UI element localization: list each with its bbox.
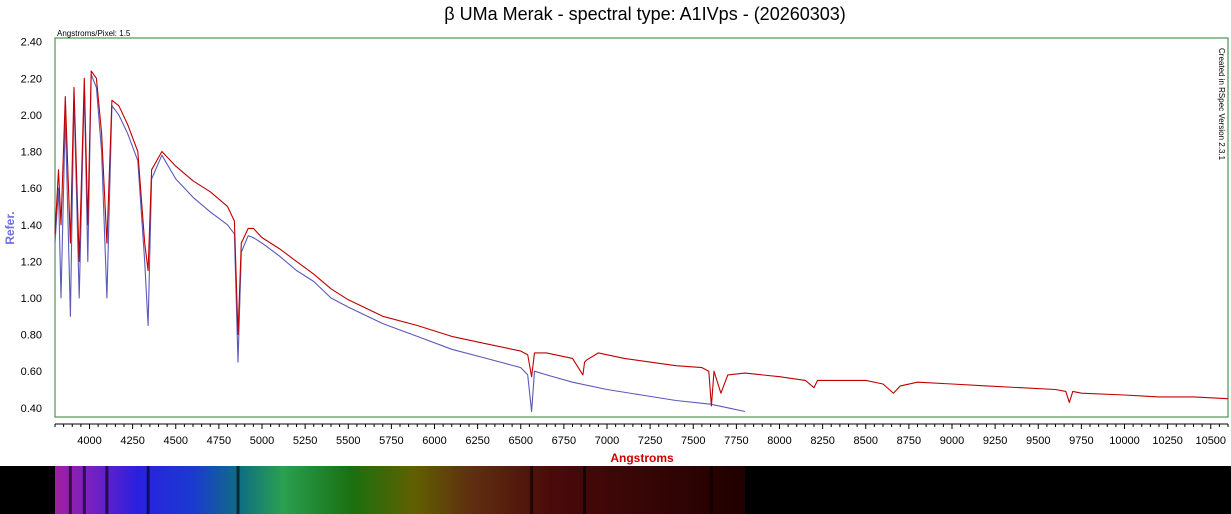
x-axis-title: Angstroms	[610, 451, 674, 465]
x-tick-label: 7000	[595, 435, 619, 447]
x-tick-label: 4250	[120, 435, 144, 447]
absorption-line	[105, 466, 109, 514]
x-tick-label: 9250	[983, 435, 1007, 447]
y-tick-label: 2.00	[21, 110, 42, 122]
x-tick-label: 5750	[379, 435, 403, 447]
spectrum-band	[55, 466, 745, 514]
x-tick-label: 10000	[1109, 435, 1140, 447]
chart-title: β UMa Merak - spectral type: A1IVps - (2…	[444, 4, 846, 24]
x-tick-label: 8500	[854, 435, 878, 447]
x-tick-label: 7250	[638, 435, 662, 447]
x-tick-label: 5500	[336, 435, 360, 447]
x-tick-label: 8000	[767, 435, 791, 447]
x-axis: 4000 4250 4500 4750 5000 5250 5500 5750 6000 6250…	[54, 423, 1229, 447]
y-axis: 0.40 0.60 0.80 1.00 1.20 1.40 1.60 1.80 2.00 2.20…	[21, 37, 42, 415]
y-axis-title: Refer.	[3, 211, 17, 244]
series-group	[54, 70, 1229, 413]
y-tick-label: 1.00	[21, 293, 42, 305]
y-tick-label: 0.60	[21, 366, 42, 378]
x-tick-label: 5250	[293, 435, 317, 447]
x-tick-label: 7500	[681, 435, 705, 447]
absorption-line	[709, 466, 713, 514]
absorption-line	[146, 466, 150, 514]
x-tick-label: 4500	[164, 435, 188, 447]
x-tick-label: 8250	[810, 435, 834, 447]
x-tick-label: 9000	[940, 435, 964, 447]
x-tick-label: 6000	[422, 435, 446, 447]
absorption-line	[82, 466, 86, 514]
x-tick-label: 9750	[1069, 435, 1093, 447]
x-tick-label: 9500	[1026, 435, 1050, 447]
x-tick-label: 6750	[552, 435, 576, 447]
x-tick-label: 6500	[509, 435, 533, 447]
x-tick-label: 10500	[1195, 435, 1226, 447]
x-tick-label: 10250	[1152, 435, 1183, 447]
x-tick-label: 4750	[207, 435, 231, 447]
absorption-line	[68, 466, 72, 514]
absorption-line	[236, 466, 240, 514]
x-tick-label: 8750	[897, 435, 921, 447]
x-tick-label: 5000	[250, 435, 274, 447]
x-tick-label: 6250	[465, 435, 489, 447]
x-tick-label: 4000	[77, 435, 101, 447]
side-note: Created in RSpec Version 2.3.1	[1217, 48, 1226, 161]
x-tick-label: 7750	[724, 435, 748, 447]
spectrum-strip	[0, 466, 1231, 514]
plot-frame	[54, 37, 1229, 418]
y-tick-label: 1.60	[21, 183, 42, 195]
y-tick-label: 1.40	[21, 220, 42, 232]
y-tick-label: 0.40	[21, 403, 42, 415]
y-tick-label: 1.80	[21, 147, 42, 159]
y-tick-label: 2.20	[21, 73, 42, 85]
absorption-line	[530, 466, 534, 514]
reference-spectrum-line	[54, 70, 1229, 407]
y-tick-label: 2.40	[21, 37, 42, 49]
y-tick-label: 0.80	[21, 330, 42, 342]
pixel-scale-note: Angstroms/Pixel: 1.5	[57, 29, 131, 38]
chart: Angstroms/Pixel: 1.5 Created in RSpec Ve…	[3, 29, 1229, 465]
y-tick-label: 1.20	[21, 256, 42, 268]
spectrum-absorption-lines	[68, 466, 713, 514]
absorption-line	[583, 466, 587, 514]
